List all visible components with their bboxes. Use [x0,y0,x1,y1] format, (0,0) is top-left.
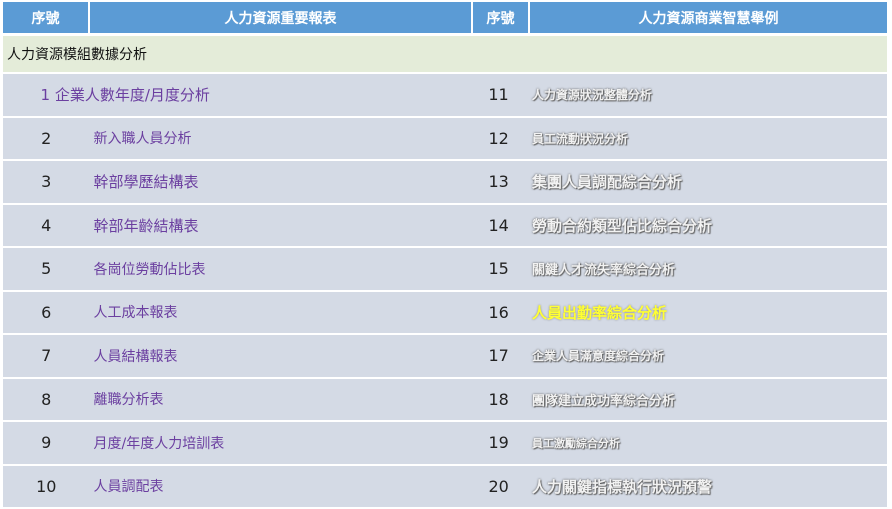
table-row: 1 企業人數年度/月度分析 11 人力資源狀況整體分析 [3,74,887,116]
seq-left: 9 [41,433,52,453]
bi-example: 員工激勵綜合分析 [532,436,621,450]
header-hr-reports: 人力資源重要報表 [90,2,473,33]
bi-example: 團隊建立成功率綜合分析 [532,393,676,409]
seq-right: 16 [488,302,509,322]
report-name: 人員調配表 [93,479,164,496]
bi-example: 勞動合約類型佔比綜合分析 [532,216,713,235]
table-row: 7 人員結構報表 17 企業人員滿意度綜合分析 [3,335,887,377]
report-name: 人工成本報表 [93,305,178,322]
bi-example: 人力資源狀況整體分析 [531,88,652,103]
seq-right: 13 [488,172,509,192]
seq-right: 11 [488,85,509,105]
header-seq-right: 序號 [473,2,530,33]
section-title: 人力資源模組數據分析 [3,36,887,72]
seq-left: 5 [41,259,52,279]
seq-left: 8 [41,389,52,409]
table-row: 6 人工成本報表 16 人員出勤率綜合分析 [3,291,887,333]
report-name: 人員結構報表 [93,348,178,365]
seq-left: 6 [41,302,52,322]
bi-example: 企業人員滿意度綜合分析 [532,349,665,364]
report-name: 月度/年度人力培訓表 [93,435,225,452]
seq-left: 3 [41,172,52,192]
bi-example-highlighted: 人員出勤率綜合分析 [532,303,668,322]
bi-example: 人力關鍵指標執行狀況預警 [532,477,713,496]
report-name: 幹部年齡結構表 [93,216,199,235]
seq-left: 2 [41,128,52,148]
report-name: 各崗位勞動佔比表 [93,261,206,278]
report-name: 新入職人員分析 [93,131,192,148]
table-row: 9 月度/年度人力培訓表 19 員工激勵綜合分析 [3,422,887,464]
report-name: 1 企業人數年度/月度分析 [40,86,210,105]
table-row: 10 人員調配表 20 人力關鍵指標執行狀況預警 [3,465,887,507]
header-hr-bi-examples: 人力資源商業智慧舉例 [638,10,779,27]
bi-example: 員工流動狀況分析 [532,131,629,146]
table-row: 4 幹部年齡結構表 14 勞動合約類型佔比綜合分析 [3,204,887,246]
seq-right: 20 [488,476,509,496]
table-row: 3 幹部學歷結構表 13 集團人員調配綜合分析 [3,161,887,203]
seq-left: 7 [41,346,52,366]
seq-right: 18 [488,389,509,409]
header-seq-left: 序號 [3,2,90,33]
seq-right: 15 [488,259,509,279]
seq-right: 19 [488,433,509,453]
report-name: 幹部學歷結構表 [93,173,199,192]
table-row: 2 新入職人員分析 12 員工流動狀況分析 [3,117,887,159]
bi-example: 關鍵人才流失率綜合分析 [532,263,676,279]
table-header: 序號 人力資源重要報表 序號 人力資源商業智慧舉例 [3,2,887,33]
table-row: 5 各崗位勞動佔比表 15 關鍵人才流失率綜合分析 [3,248,887,290]
bi-example: 集團人員調配綜合分析 [532,173,683,192]
hr-report-table: 序號 人力資源重要報表 序號 人力資源商業智慧舉例 人力資源模組數據分析 1 企… [3,2,887,507]
seq-right: 12 [488,128,509,148]
seq-right: 17 [488,346,509,366]
report-name: 離職分析表 [93,392,164,409]
seq-right: 14 [488,215,509,235]
seq-left: 4 [41,215,52,235]
table-row: 8 離職分析表 18 團隊建立成功率綜合分析 [3,378,887,420]
seq-left: 10 [36,476,57,496]
